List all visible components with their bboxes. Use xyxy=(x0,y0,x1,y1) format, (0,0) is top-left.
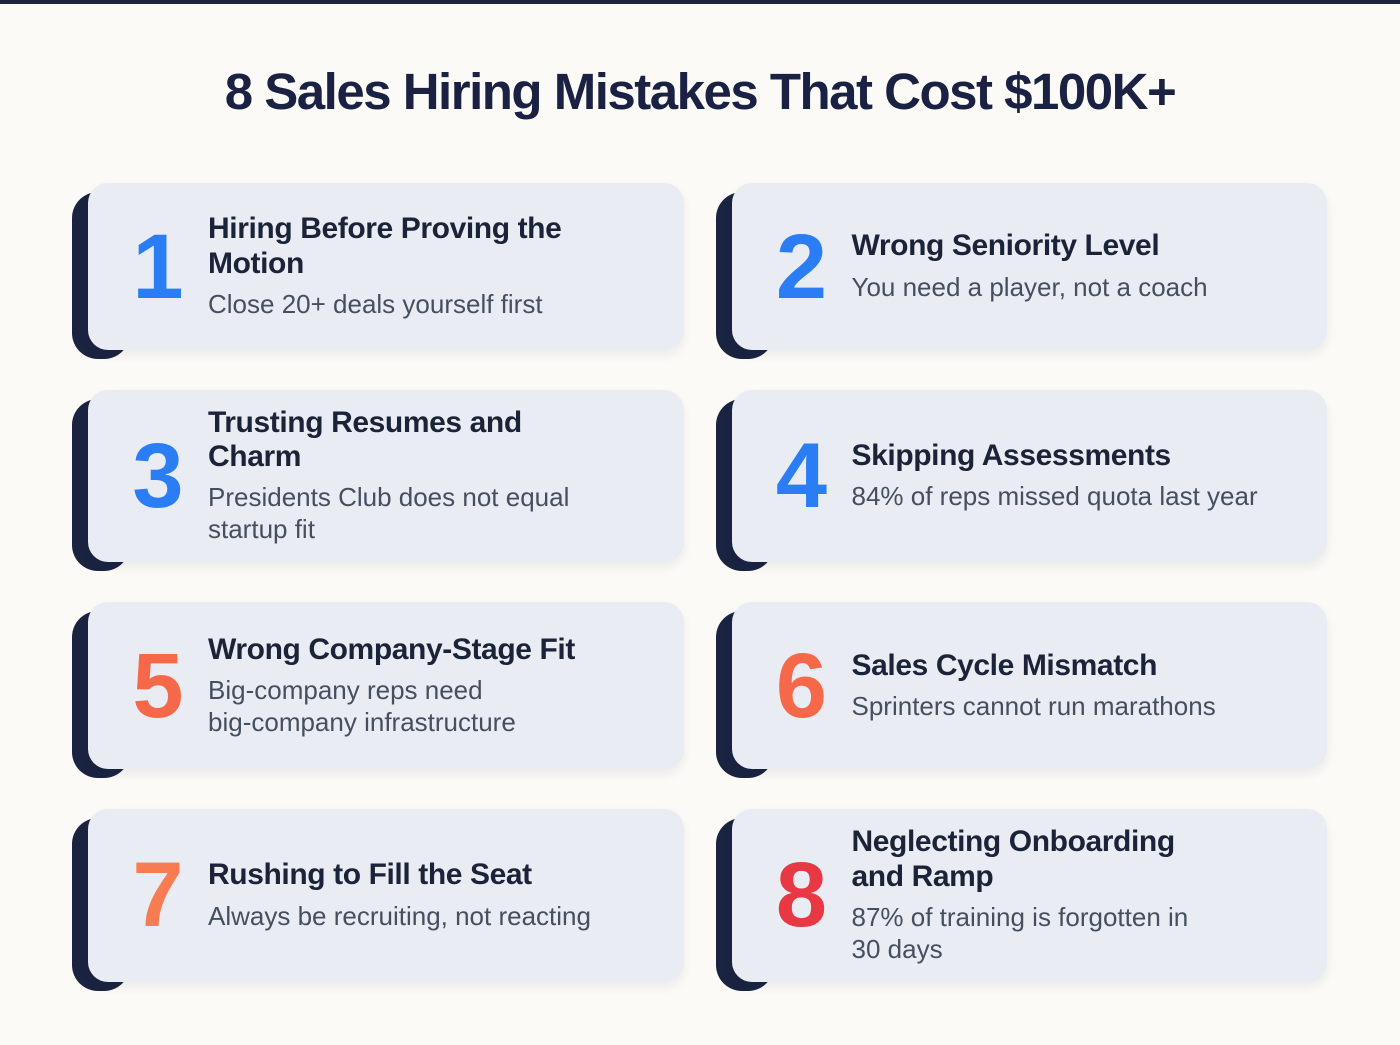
card-body: 1 Hiring Before Proving the Motion Close… xyxy=(88,183,684,350)
card-number: 8 xyxy=(775,844,827,947)
card-mistake-5: 5 Wrong Company-Stage Fit Big-company re… xyxy=(72,602,684,779)
card-mistake-8: 8 Neglecting Onboarding and Ramp 87% of … xyxy=(715,809,1327,991)
card-text: Wrong Company-Stage Fit Big-company reps… xyxy=(208,633,575,739)
card-text: Wrong Seniority Level You need a player,… xyxy=(852,229,1208,303)
card-mistake-7: 7 Rushing to Fill the Seat Always be rec… xyxy=(72,809,684,991)
card-body: 7 Rushing to Fill the Seat Always be rec… xyxy=(88,809,684,982)
card-number: 2 xyxy=(775,215,827,318)
card-body: 2 Wrong Seniority Level You need a playe… xyxy=(731,183,1327,350)
card-title: Sales Cycle Mismatch xyxy=(851,648,1158,682)
card-title: Rushing to Fill the Seat xyxy=(208,858,532,892)
card-body: 6 Sales Cycle Mismatch Sprinters cannot … xyxy=(731,602,1327,770)
card-text: Rushing to Fill the Seat Always be recru… xyxy=(208,858,591,932)
card-subtitle: 87% of training is forgotten in 30 days xyxy=(851,901,1189,964)
card-title: Trusting Resumes and Charm xyxy=(208,406,522,474)
card-number: 1 xyxy=(132,215,183,318)
card-subtitle: Close 20+ deals yourself first xyxy=(208,288,543,319)
card-subtitle: 84% of reps missed quota last year xyxy=(851,481,1258,512)
card-body: 3 Trusting Resumes and Charm Presidents … xyxy=(88,390,684,563)
card-title: Skipping Assessments xyxy=(851,439,1172,473)
card-mistake-1: 1 Hiring Before Proving the Motion Close… xyxy=(72,183,684,359)
card-title: Neglecting Onboarding and Ramp xyxy=(851,825,1176,893)
card-body: 4 Skipping Assessments 84% of reps misse… xyxy=(731,390,1327,563)
card-text: Skipping Assessments 84% of reps missed … xyxy=(852,439,1258,513)
card-mistake-3: 3 Trusting Resumes and Charm Presidents … xyxy=(72,390,684,572)
card-text: Neglecting Onboarding and Ramp 87% of tr… xyxy=(852,825,1189,965)
mistakes-grid: 1 Hiring Before Proving the Motion Close… xyxy=(72,183,1327,991)
card-body: 5 Wrong Company-Stage Fit Big-company re… xyxy=(88,602,684,770)
card-subtitle: You need a player, not a coach xyxy=(851,271,1208,302)
card-title: Hiring Before Proving the Motion xyxy=(208,212,562,280)
page-title: 8 Sales Hiring Mistakes That Cost $100K+ xyxy=(224,63,1177,120)
card-text: Sales Cycle Mismatch Sprinters cannot ru… xyxy=(852,649,1216,723)
card-number: 7 xyxy=(132,844,183,947)
card-body: 8 Neglecting Onboarding and Ramp 87% of … xyxy=(731,809,1327,982)
card-mistake-6: 6 Sales Cycle Mismatch Sprinters cannot … xyxy=(715,602,1327,779)
card-subtitle: Sprinters cannot run marathons xyxy=(851,690,1216,721)
card-mistake-4: 4 Skipping Assessments 84% of reps misse… xyxy=(715,390,1327,572)
card-number: 6 xyxy=(775,634,827,737)
card-title: Wrong Company-Stage Fit xyxy=(208,632,575,666)
top-border-bar xyxy=(0,0,1400,4)
card-number: 3 xyxy=(132,425,183,528)
card-subtitle: Big-company reps need big-company infras… xyxy=(208,674,516,737)
card-subtitle: Always be recruiting, not reacting xyxy=(208,900,591,931)
card-text: Hiring Before Proving the Motion Close 2… xyxy=(208,212,562,320)
card-title: Wrong Seniority Level xyxy=(851,229,1160,263)
card-number: 4 xyxy=(775,425,827,528)
card-number: 5 xyxy=(132,634,183,737)
card-mistake-2: 2 Wrong Seniority Level You need a playe… xyxy=(715,183,1327,359)
card-text: Trusting Resumes and Charm Presidents Cl… xyxy=(208,406,569,546)
card-subtitle: Presidents Club does not equal startup f… xyxy=(208,482,570,545)
